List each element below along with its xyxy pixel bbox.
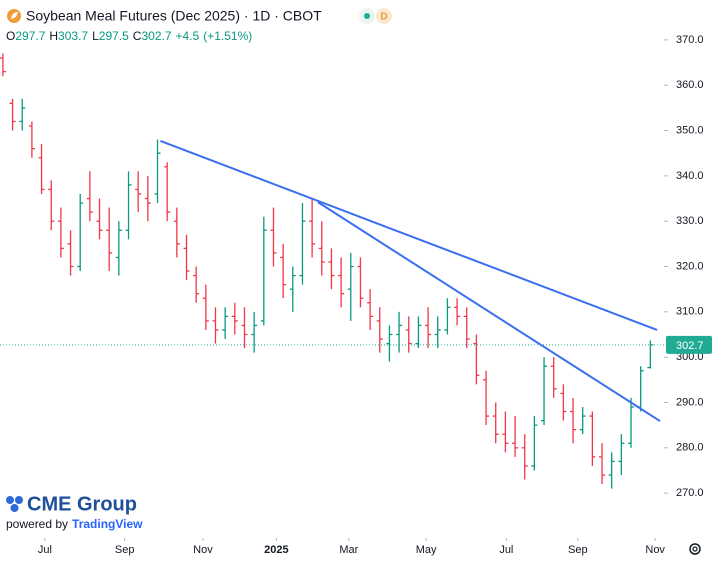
legend-value: 303.7 — [58, 29, 88, 43]
last-price-label: 302.7 — [676, 340, 704, 352]
x-tick-label: 2025 — [264, 544, 288, 556]
x-tick-label: Sep — [568, 544, 588, 556]
y-tick-label: 280.0 — [676, 442, 704, 454]
logo-name: CME Group — [27, 493, 137, 515]
x-tick-label: Mar — [339, 544, 358, 556]
logo: CME Group powered by TradingView — [6, 493, 143, 531]
logo-icon — [10, 504, 19, 512]
y-tick-label: 360.0 — [676, 79, 704, 91]
legend-label: C — [133, 29, 142, 43]
y-tick-label: 270.0 — [676, 487, 704, 499]
legend-value: 297.5 — [99, 29, 129, 43]
y-tick-label: 350.0 — [676, 124, 704, 136]
legend-change: +4.5 — [176, 29, 200, 43]
trend-line — [160, 140, 658, 331]
bars — [0, 53, 654, 489]
y-tick-label: 340.0 — [676, 170, 704, 182]
x-tick-label: Sep — [115, 544, 135, 556]
legend-label: H — [49, 29, 58, 43]
legend-change-pct: (+1.51%) — [203, 29, 252, 43]
logo-icon — [15, 496, 23, 504]
y-tick-label: 290.0 — [676, 396, 704, 408]
y-tick-label: 330.0 — [676, 215, 704, 227]
legend-label: O — [6, 29, 15, 43]
logo-powered: powered by TradingView — [6, 517, 143, 531]
settings-icon-core[interactable] — [692, 546, 698, 552]
y-tick-label: 300.0 — [676, 351, 704, 363]
brand-text: TradingView — [72, 517, 143, 531]
delay-text: D — [380, 12, 387, 23]
x-tick-label: Jul — [499, 544, 513, 556]
leaf-icon — [11, 12, 18, 19]
ohlc-legend: O297.7 H303.7 L297.5 C302.7 +4.5 (+1.51%) — [6, 29, 252, 43]
x-tick-label: Jul — [38, 544, 52, 556]
chart-title: Soybean Meal Futures (Dec 2025) · 1D · C… — [26, 8, 322, 24]
legend-label: L — [92, 29, 99, 43]
settings-icon[interactable] — [689, 543, 701, 555]
delay-badge — [376, 8, 392, 24]
x-tick-label: Nov — [645, 544, 665, 556]
trend-line — [317, 201, 661, 422]
y-tick-label: 370.0 — [676, 34, 704, 46]
status-dot — [364, 13, 370, 19]
x-tick-label: May — [416, 544, 437, 556]
y-tick-label: 310.0 — [676, 306, 704, 318]
powered-text: powered by — [6, 517, 68, 531]
logo-icon — [6, 496, 14, 504]
legend-value: 302.7 — [141, 29, 171, 43]
legend-value: 297.7 — [15, 29, 45, 43]
last-price-box — [666, 335, 712, 354]
x-tick-label: Nov — [193, 544, 213, 556]
y-tick-label: 320.0 — [676, 260, 704, 272]
